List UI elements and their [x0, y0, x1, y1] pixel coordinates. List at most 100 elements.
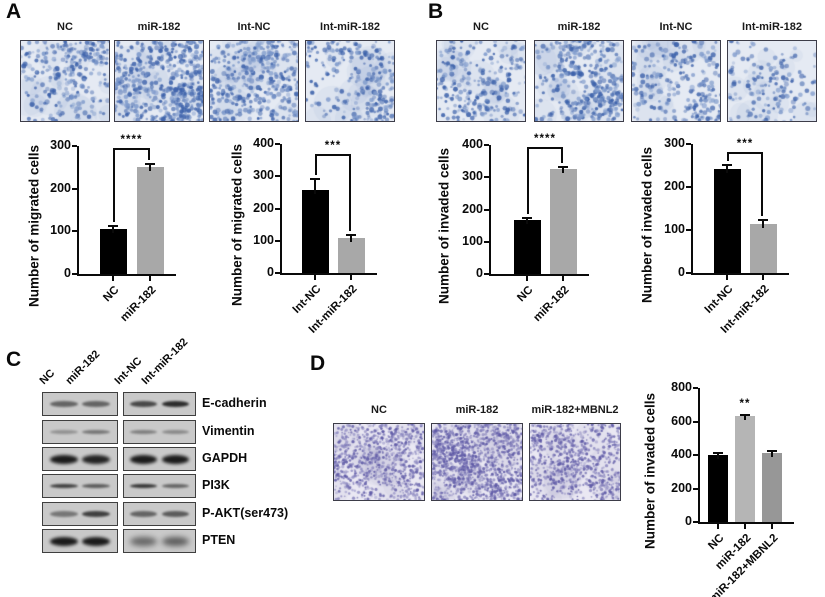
blot-band — [49, 401, 78, 407]
bar-Int-miR-182 — [337, 238, 365, 273]
y-tick — [72, 230, 77, 233]
lane-label-int-mir182: Int-miR-182 — [139, 336, 191, 387]
micrograph-d-mir182-mbnl2: miR-182+MBNL2 — [529, 404, 621, 501]
error-bar — [726, 165, 728, 173]
micrograph-caption: Int-miR-182 — [742, 21, 802, 33]
sig-bracket — [527, 147, 529, 214]
y-tick-label: 400 — [253, 136, 274, 150]
error-bar — [744, 414, 746, 421]
error-bar-cap — [722, 164, 732, 167]
y-axis-label: Number of invaded cells — [642, 392, 658, 550]
y-tick — [275, 272, 280, 274]
significance-stars: **** — [120, 134, 143, 146]
error-bar — [717, 452, 719, 459]
y-tick-label: 300 — [50, 138, 71, 152]
micrograph-a-int-nc: Int-NC — [209, 21, 299, 122]
bar-NC — [708, 455, 728, 522]
blot-strip-Vimentin — [123, 420, 196, 444]
protein-label-gapdh: GAPDH — [202, 451, 248, 465]
sig-bracket — [113, 148, 115, 222]
y-tick-label: 800 — [671, 380, 692, 394]
micrograph-caption: miR-182 — [137, 21, 181, 33]
x-axis — [489, 274, 589, 276]
y-tick — [275, 175, 280, 178]
bar-NC — [99, 229, 127, 274]
x-axis — [280, 273, 377, 275]
error-bar — [350, 234, 352, 243]
sig-bracket — [113, 148, 150, 150]
error-bar — [112, 225, 114, 234]
micrograph-b-int-mir182: Int-miR-182 — [727, 21, 817, 122]
sig-bracket — [315, 154, 317, 175]
transwell-micrograph — [534, 40, 624, 122]
significance-stars: **** — [534, 133, 556, 145]
x-axis — [77, 274, 176, 276]
y-tick — [275, 239, 280, 242]
error-bar-cap — [145, 162, 155, 165]
error-bar — [526, 217, 528, 224]
x-axis — [698, 522, 794, 524]
blot-band — [130, 430, 158, 434]
y-tick — [72, 273, 77, 275]
error-bar — [771, 451, 773, 457]
significance-stars: *** — [736, 138, 754, 150]
y-tick — [275, 207, 280, 210]
chart-invaded-cells-rescue: Number of invaded cells 0 200 400 600 800 NC mi… — [638, 360, 825, 597]
bar-NC — [513, 219, 541, 274]
chart-migrated-cells-nc-vs-mir182: Number of migrated cells 0 100 200 300 NC miR-… — [22, 133, 220, 335]
y-tick — [686, 143, 691, 145]
x-tick — [717, 524, 719, 529]
lane-label-nc: NC — [37, 367, 58, 387]
transwell-micrograph — [631, 40, 721, 122]
x-axis — [691, 273, 789, 275]
blot-band — [49, 536, 78, 546]
blot-strip-PI3K — [123, 474, 196, 498]
micrograph-d-mir182: miR-182 — [431, 404, 523, 501]
y-tick-label: 0 — [685, 514, 692, 528]
micrograph-a-nc: NC — [20, 21, 110, 122]
x-tick — [112, 276, 114, 281]
y-tick-label: 400 — [671, 447, 692, 461]
blot-band — [82, 484, 111, 488]
protein-label-p-akt: P-AKT(ser473) — [202, 506, 289, 520]
y-tick — [686, 272, 691, 274]
x-tick — [762, 275, 764, 280]
y-tick-label: 0 — [64, 266, 71, 280]
sig-bracket — [761, 152, 763, 217]
blot-strip-E-cadherin — [123, 392, 196, 416]
transwell-micrograph — [436, 40, 526, 122]
blot-strip-GAPDH — [42, 447, 118, 471]
y-tick — [693, 420, 698, 423]
error-bar-cap — [767, 450, 777, 453]
y-tick-label: 0 — [678, 265, 685, 279]
blot-band — [49, 484, 78, 488]
y-tick — [686, 229, 691, 231]
blot-band — [130, 454, 158, 464]
panel-a-label: A — [6, 0, 22, 23]
blot-strip-GAPDH — [123, 447, 196, 471]
sig-bracket — [727, 152, 729, 162]
panel-c-label: C — [6, 348, 22, 371]
chart-invaded-cells-intnc-vs-intmir182: Number of invaded cells 0 100 200 300 Int-NC I… — [635, 133, 825, 340]
error-bar-cap — [558, 165, 568, 168]
protein-label-pten: PTEN — [202, 533, 236, 547]
y-tick — [484, 240, 489, 243]
blot-band — [161, 401, 189, 407]
blot-band — [161, 511, 189, 517]
y-tick-label: 0 — [267, 265, 274, 279]
y-tick-label: 400 — [462, 137, 483, 151]
error-bar-cap — [758, 219, 768, 222]
y-tick — [693, 487, 698, 490]
micrograph-caption: NC — [473, 21, 489, 33]
micrograph-caption: miR-182 — [455, 404, 499, 416]
y-tick-label: 200 — [253, 200, 274, 215]
blot-band — [82, 536, 111, 546]
error-bar-cap — [346, 233, 356, 236]
y-axis — [280, 144, 282, 273]
bar-Int-NC — [301, 189, 329, 273]
transwell-micrograph — [431, 423, 523, 501]
micrograph-b-int-nc: Int-NC — [631, 21, 721, 122]
significance-stars: *** — [324, 140, 342, 152]
bar-miR-182 — [136, 167, 164, 274]
error-bar — [149, 163, 151, 172]
